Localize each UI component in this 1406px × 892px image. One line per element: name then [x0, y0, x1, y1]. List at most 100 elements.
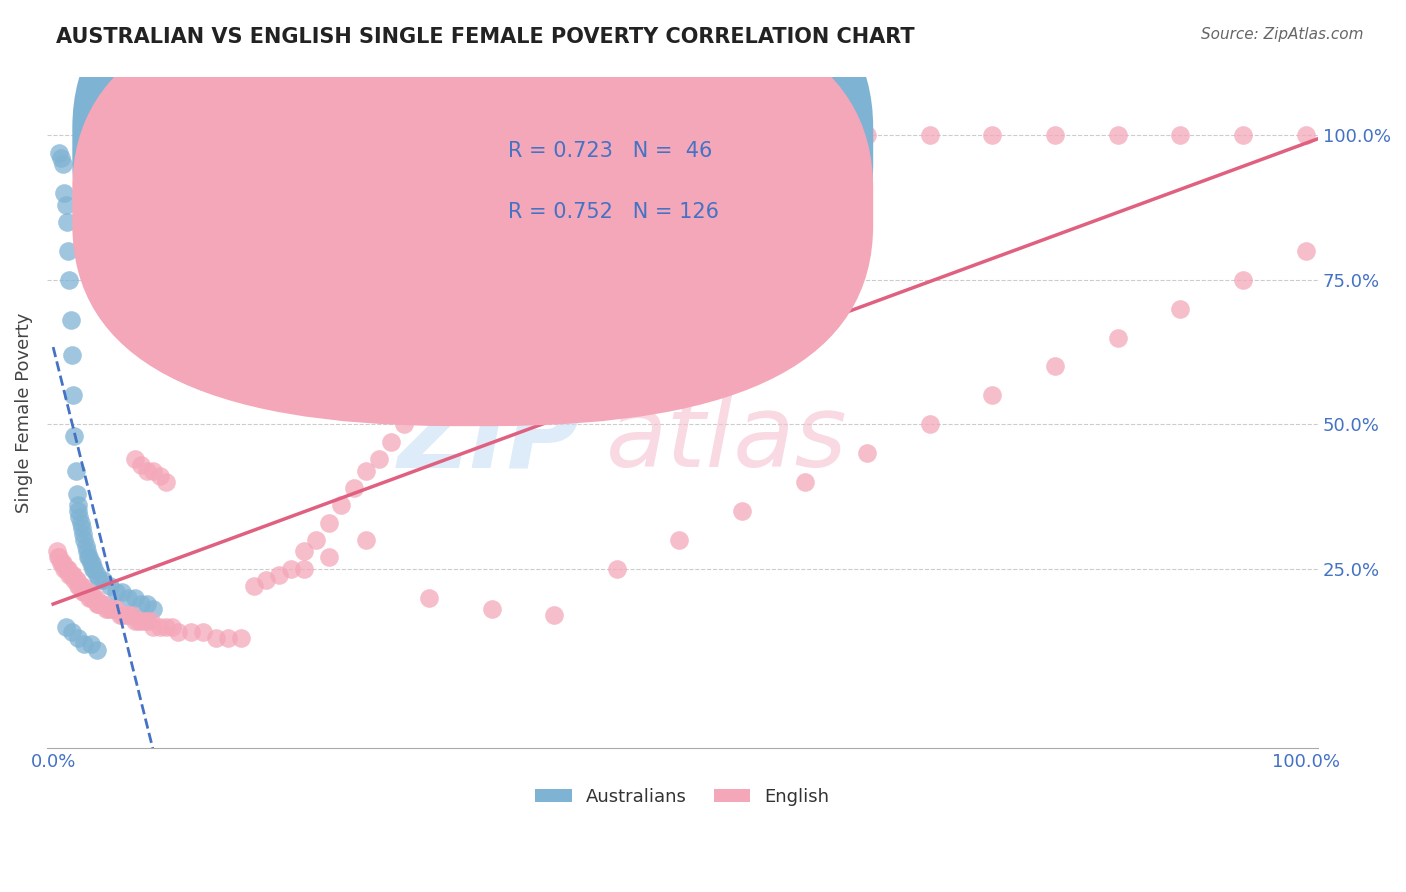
- Point: [55, 197, 77, 211]
- Point: [111, 608, 134, 623]
- Point: [292, 562, 315, 576]
- Point: [456, 388, 478, 402]
- Point: [356, 533, 378, 547]
- Point: [155, 475, 177, 489]
- Point: [94, 602, 117, 616]
- Point: [1107, 330, 1129, 344]
- Point: [430, 371, 453, 385]
- Point: [267, 567, 290, 582]
- Point: [380, 434, 402, 449]
- Point: [66, 486, 89, 500]
- Point: [60, 625, 83, 640]
- Point: [229, 631, 252, 645]
- Point: [77, 585, 100, 599]
- Point: [79, 591, 101, 605]
- Point: [67, 579, 90, 593]
- Text: R = 0.752   N = 126: R = 0.752 N = 126: [509, 202, 720, 221]
- Point: [49, 556, 72, 570]
- Point: [127, 614, 149, 628]
- Point: [69, 579, 91, 593]
- Point: [46, 550, 69, 565]
- Point: [668, 533, 690, 547]
- Point: [481, 602, 503, 616]
- Point: [1295, 128, 1317, 143]
- Point: [76, 544, 98, 558]
- Point: [66, 574, 89, 588]
- Point: [83, 591, 105, 605]
- Point: [981, 388, 1004, 402]
- Point: [83, 562, 105, 576]
- Point: [793, 140, 815, 154]
- Point: [918, 417, 941, 432]
- Point: [73, 637, 96, 651]
- Point: [75, 539, 97, 553]
- Point: [918, 128, 941, 143]
- Point: [492, 342, 515, 356]
- Point: [418, 591, 440, 605]
- Point: [80, 591, 103, 605]
- Point: [142, 602, 165, 616]
- Point: [56, 562, 79, 576]
- Point: [98, 579, 121, 593]
- Point: [48, 550, 70, 565]
- Point: [117, 591, 139, 605]
- Point: [91, 597, 114, 611]
- Point: [129, 614, 152, 628]
- Point: [856, 128, 879, 143]
- Point: [481, 359, 503, 374]
- Point: [129, 597, 152, 611]
- Point: [76, 585, 98, 599]
- Point: [72, 527, 94, 541]
- Point: [69, 516, 91, 530]
- Point: [180, 625, 202, 640]
- Point: [87, 597, 110, 611]
- Point: [52, 556, 75, 570]
- Point: [242, 579, 264, 593]
- Point: [124, 591, 146, 605]
- Point: [443, 359, 465, 374]
- Point: [318, 550, 340, 565]
- Point: [104, 602, 127, 616]
- Point: [56, 562, 79, 576]
- Point: [70, 579, 93, 593]
- Point: [305, 533, 328, 547]
- Point: [79, 550, 101, 565]
- Point: [405, 400, 427, 414]
- Point: [517, 313, 540, 327]
- Text: R = 0.723   N =  46: R = 0.723 N = 46: [509, 141, 713, 161]
- Point: [59, 567, 82, 582]
- Point: [114, 608, 136, 623]
- Point: [108, 608, 131, 623]
- Point: [218, 631, 240, 645]
- Point: [142, 464, 165, 478]
- Point: [82, 591, 104, 605]
- Point: [367, 452, 389, 467]
- FancyBboxPatch shape: [72, 0, 873, 426]
- Point: [55, 620, 77, 634]
- Point: [67, 498, 90, 512]
- Point: [80, 556, 103, 570]
- Point: [65, 574, 87, 588]
- Point: [981, 128, 1004, 143]
- Point: [292, 544, 315, 558]
- Point: [1170, 301, 1192, 316]
- Point: [56, 215, 79, 229]
- Point: [129, 458, 152, 472]
- Point: [318, 516, 340, 530]
- Point: [53, 562, 76, 576]
- Point: [121, 608, 143, 623]
- Point: [86, 642, 108, 657]
- Point: [62, 567, 84, 582]
- Point: [117, 608, 139, 623]
- Point: [1043, 128, 1066, 143]
- Point: [91, 597, 114, 611]
- Point: [104, 585, 127, 599]
- Point: [89, 574, 111, 588]
- Point: [530, 301, 553, 316]
- Point: [111, 585, 134, 599]
- Point: [89, 597, 111, 611]
- Text: ZIP: ZIP: [398, 391, 581, 488]
- Point: [731, 504, 754, 518]
- Point: [543, 608, 565, 623]
- Point: [124, 614, 146, 628]
